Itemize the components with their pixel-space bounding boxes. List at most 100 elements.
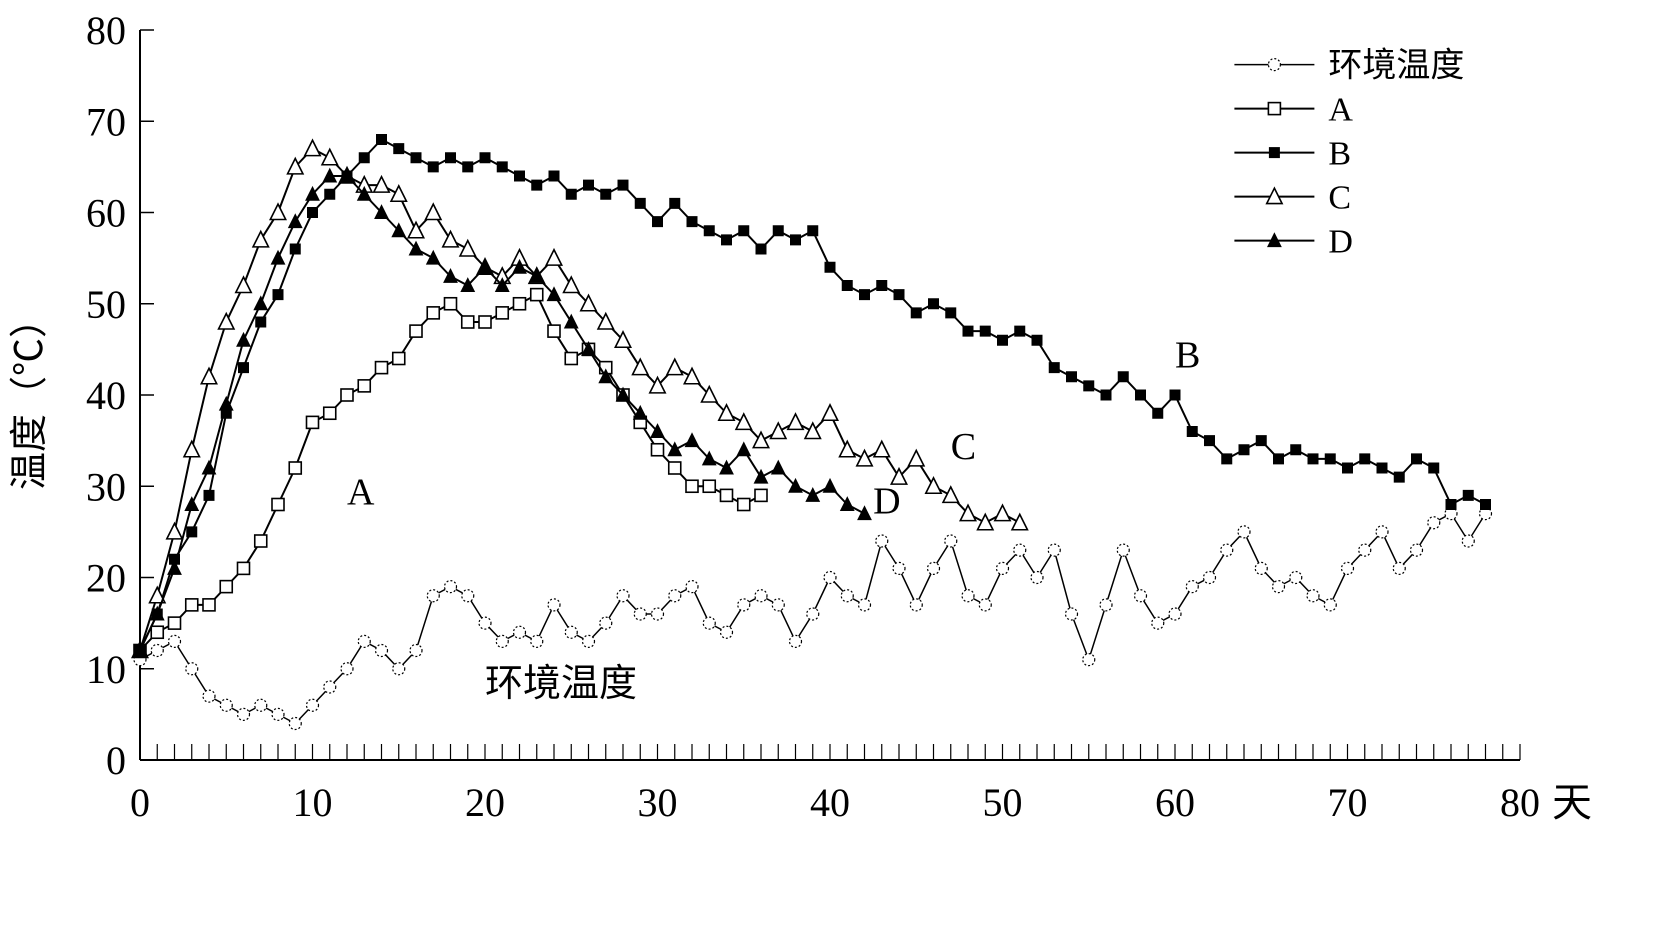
marker-square-filled	[653, 217, 663, 227]
y-tick-label: 10	[86, 647, 126, 692]
marker-square-filled	[601, 189, 611, 199]
marker-triangle-open	[322, 149, 337, 164]
marker-circle-open	[910, 599, 922, 611]
marker-circle-open	[1342, 562, 1354, 574]
marker-circle-open	[565, 626, 577, 638]
marker-square-filled	[980, 326, 990, 336]
marker-square-open	[272, 499, 284, 511]
marker-circle-open	[1359, 544, 1371, 556]
marker-circle-open	[1152, 617, 1164, 629]
marker-circle-open	[324, 681, 336, 693]
marker-square-filled	[1015, 326, 1025, 336]
marker-square-filled	[204, 490, 214, 500]
marker-square-open	[548, 325, 560, 337]
marker-square-open	[531, 289, 543, 301]
marker-circle-open	[393, 663, 405, 675]
marker-square-filled	[1101, 390, 1111, 400]
marker-triangle-filled	[565, 315, 578, 328]
marker-triangle-open	[822, 405, 837, 420]
marker-triangle-open	[788, 414, 803, 429]
y-tick-label: 0	[106, 738, 126, 783]
marker-square-open	[462, 316, 474, 328]
annotation-label: D	[873, 481, 900, 523]
marker-square-filled	[239, 363, 249, 373]
marker-triangle-open	[253, 231, 268, 246]
marker-circle-open	[1014, 544, 1026, 556]
marker-circle-open	[1268, 59, 1280, 71]
marker-circle-open	[376, 645, 388, 657]
marker-square-open	[341, 389, 353, 401]
marker-square-open	[427, 307, 439, 319]
marker-square-open	[445, 298, 457, 310]
marker-square-filled	[394, 144, 404, 154]
marker-square-filled	[1084, 381, 1094, 391]
marker-square-open	[289, 462, 301, 474]
marker-circle-open	[1204, 572, 1216, 584]
marker-triangle-open	[909, 450, 924, 465]
marker-circle-open	[1290, 572, 1302, 584]
marker-circle-open	[807, 608, 819, 620]
marker-circle-open	[1186, 581, 1198, 593]
marker-square-filled	[1377, 463, 1387, 473]
legend-label: B	[1328, 136, 1351, 173]
marker-square-open	[186, 599, 198, 611]
marker-triangle-open	[546, 250, 561, 265]
marker-triangle-open	[874, 441, 889, 456]
marker-triangle-open	[667, 359, 682, 374]
marker-triangle-filled	[737, 443, 750, 456]
marker-square-filled	[687, 217, 697, 227]
marker-circle-open	[410, 645, 422, 657]
legend: 环境温度ABCD	[1234, 47, 1464, 261]
legend-label: A	[1328, 92, 1353, 129]
marker-square-filled	[842, 281, 852, 291]
marker-circle-open	[979, 599, 991, 611]
marker-square-filled	[1429, 463, 1439, 473]
marker-triangle-open	[684, 368, 699, 383]
marker-circle-open	[738, 599, 750, 611]
marker-square-filled	[1136, 390, 1146, 400]
marker-triangle-open	[236, 277, 251, 292]
marker-triangle-open	[736, 414, 751, 429]
marker-circle-open	[341, 663, 353, 675]
marker-triangle-open	[857, 450, 872, 465]
marker-square-open	[514, 298, 526, 310]
marker-circle-open	[1376, 526, 1388, 538]
marker-circle-open	[1100, 599, 1112, 611]
marker-circle-open	[876, 535, 888, 547]
legend-label: 环境温度	[1328, 47, 1464, 85]
marker-square-filled	[1291, 445, 1301, 455]
marker-square-filled	[739, 226, 749, 236]
marker-circle-open	[427, 590, 439, 602]
marker-triangle-filled	[202, 461, 215, 474]
marker-square-filled	[1269, 148, 1279, 158]
marker-square-filled	[929, 299, 939, 309]
marker-square-filled	[584, 180, 594, 190]
marker-triangle-open	[201, 368, 216, 383]
marker-square-filled	[1308, 454, 1318, 464]
marker-circle-open	[1066, 608, 1078, 620]
marker-square-filled	[1412, 454, 1422, 464]
marker-triangle-open	[270, 204, 285, 219]
marker-square-filled	[825, 262, 835, 272]
marker-square-filled	[411, 153, 421, 163]
marker-triangle-open	[771, 423, 786, 438]
marker-square-open	[703, 480, 715, 492]
marker-square-open	[238, 562, 250, 574]
marker-circle-open	[1083, 654, 1095, 666]
marker-triangle-filled	[685, 433, 698, 446]
x-tick-label: 10	[293, 780, 333, 825]
legend-label: D	[1328, 224, 1353, 261]
marker-circle-open	[600, 617, 612, 629]
marker-square-filled	[998, 335, 1008, 345]
marker-square-filled	[756, 244, 766, 254]
marker-square-filled	[1118, 372, 1128, 382]
series-env	[134, 508, 1492, 730]
marker-square-filled	[1153, 408, 1163, 418]
marker-circle-open	[962, 590, 974, 602]
marker-triangle-open	[305, 140, 320, 155]
marker-circle-open	[583, 635, 595, 647]
y-tick-label: 60	[86, 191, 126, 236]
marker-square-filled	[497, 162, 507, 172]
marker-triangle-filled	[754, 470, 767, 483]
marker-square-filled	[428, 162, 438, 172]
